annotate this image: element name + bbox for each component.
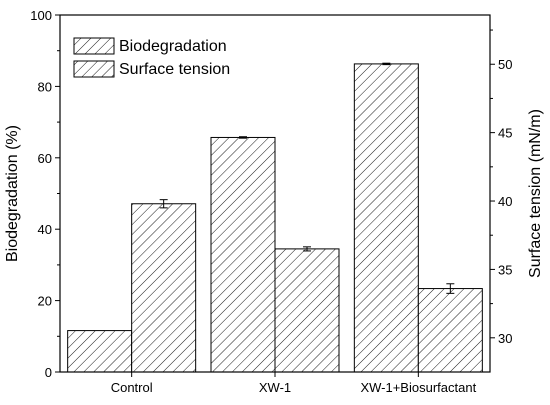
- x-tick-label: XW-1+Biosurfactant: [360, 380, 476, 395]
- right-tick-label: 40: [498, 194, 512, 209]
- right-tick-label: 35: [498, 262, 512, 277]
- left-tick-label: 60: [38, 151, 52, 166]
- axes: 0 20 40 60 80 100 30 35 40 45 50 Control XW-1 XW-1+Bi…: [4, 8, 544, 395]
- bar-biodegradation-1: [210, 136, 276, 373]
- legend-label-0: Biodegradation: [119, 38, 227, 55]
- bar-surface-tension-0: [131, 203, 197, 373]
- y2-axis-title: Surface tension (mN/m): [527, 109, 544, 278]
- legend-label-1: Surface tension: [119, 61, 230, 78]
- bar-biodegradation-0: [67, 330, 133, 373]
- x-tick-label: XW-1: [259, 380, 291, 395]
- right-tick-label: 50: [498, 57, 512, 72]
- left-tick-label: 80: [38, 79, 52, 94]
- left-tick-label: 0: [45, 365, 52, 380]
- right-tick-label: 30: [498, 331, 512, 346]
- bar-surface-tension-1: [274, 248, 340, 373]
- left-tick-label: 100: [30, 8, 52, 23]
- bar-biodegradation-2: [353, 63, 419, 373]
- legend: Biodegradation Surface tension: [73, 37, 230, 78]
- right-tick-label: 45: [498, 126, 512, 141]
- legend-swatch-1: [73, 60, 115, 78]
- plot-area: [67, 62, 483, 373]
- bar-surface-tension-2: [417, 288, 483, 373]
- left-tick-label: 20: [38, 294, 52, 309]
- left-tick-label: 40: [38, 222, 52, 237]
- x-tick-label: Control: [111, 380, 153, 395]
- legend-swatch-0: [73, 37, 115, 55]
- y-axis-title: Biodegradation (%): [4, 125, 21, 262]
